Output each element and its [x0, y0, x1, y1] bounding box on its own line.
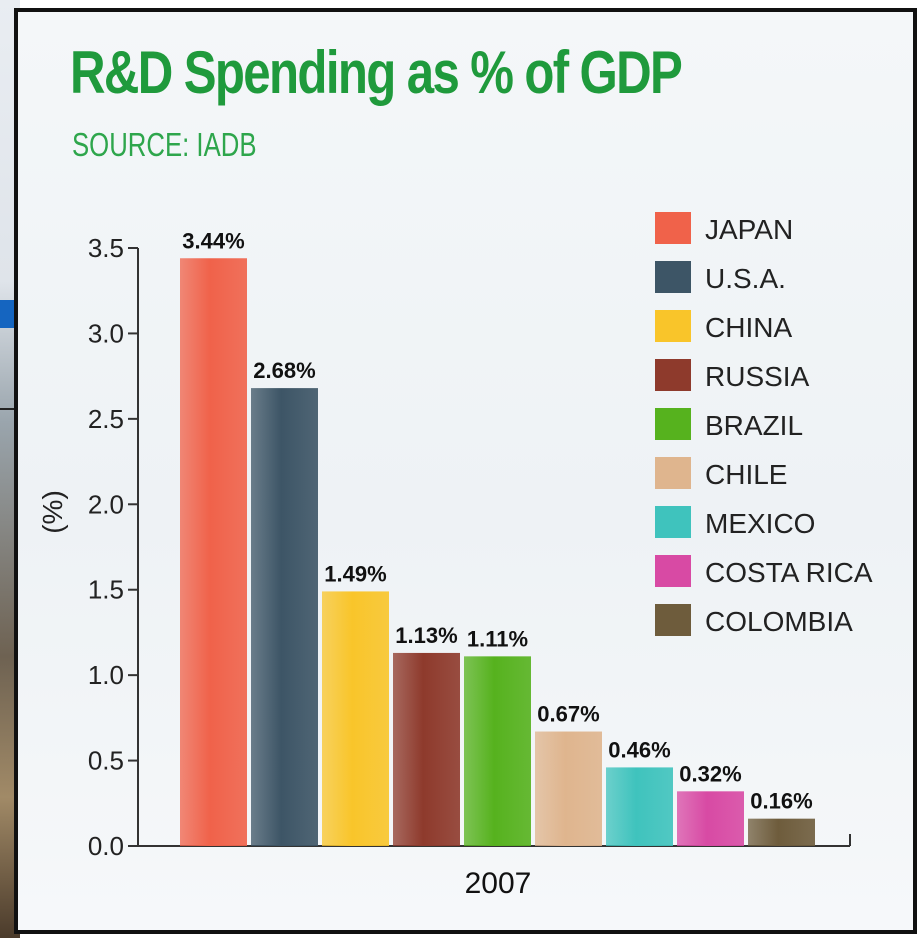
legend-label: COSTA RICA: [705, 557, 873, 588]
bar-chile: [535, 731, 602, 846]
legend-label: RUSSIA: [705, 361, 810, 392]
data-label: 1.11%: [467, 626, 528, 651]
legend-swatch: [655, 261, 691, 293]
y-tick-label: 0.5: [88, 746, 124, 776]
y-tick-label: 2.5: [88, 404, 124, 434]
legend-label: COLOMBIA: [705, 606, 853, 637]
bar-japan: [180, 258, 247, 846]
data-label: 2.68%: [253, 358, 315, 383]
data-labels: 3.44% 2.68% 1.49% 1.13% 1.11% 0.67% 0.46% 0.32%…: [182, 228, 812, 813]
legend-label: CHINA: [705, 312, 792, 343]
legend-swatch: [655, 359, 691, 391]
bar-china: [322, 591, 389, 846]
legend-swatch: [655, 212, 691, 244]
legend-swatch: [655, 506, 691, 538]
axes: 0.0 0.5 1.0 1.5 2.0 2.5 3.0 3.5: [88, 233, 851, 861]
legend-swatch: [655, 457, 691, 489]
bar-mexico: [606, 767, 673, 846]
y-axis-label: (%): [37, 490, 68, 534]
bars: [180, 258, 815, 846]
legend-swatch: [655, 555, 691, 587]
y-tick-label: 2.0: [88, 489, 124, 519]
background-line: [0, 408, 20, 410]
legend-label: MEXICO: [705, 508, 815, 539]
data-label: 0.67%: [537, 702, 599, 727]
legend-swatch: [655, 310, 691, 342]
legend: JAPAN U.S.A. CHINA RUSSIA BRAZIL CHILE MEXICO C…: [655, 212, 873, 637]
y-tick-label: 1.0: [88, 660, 124, 690]
data-label: 0.46%: [608, 737, 670, 762]
bar-russia: [393, 652, 460, 846]
data-label: 3.44%: [182, 228, 244, 253]
y-tick-label: 1.5: [88, 575, 124, 605]
x-category-label: 2007: [465, 867, 532, 900]
bar-costa-rica: [677, 791, 744, 846]
bar-u-s-a: [251, 388, 318, 846]
bar-colombia: [748, 818, 815, 846]
legend-label: U.S.A.: [705, 263, 786, 294]
data-label: 0.32%: [679, 761, 741, 786]
legend-label: BRAZIL: [705, 410, 803, 441]
legend-swatch: [655, 604, 691, 636]
chart-title: R&D Spending as % of GDP: [70, 39, 683, 106]
legend-label: CHILE: [705, 459, 787, 490]
bar-brazil: [464, 656, 531, 846]
data-label: 0.16%: [750, 789, 812, 814]
legend-swatch: [655, 408, 691, 440]
y-tick-label: 0.0: [88, 831, 124, 861]
data-label: 1.13%: [395, 623, 457, 648]
legend-label: JAPAN: [705, 214, 793, 245]
y-tick-label: 3.0: [88, 318, 124, 348]
chart-subtitle: SOURCE: IADB: [72, 126, 257, 163]
data-label: 1.49%: [324, 561, 386, 586]
y-tick-label: 3.5: [88, 233, 124, 263]
